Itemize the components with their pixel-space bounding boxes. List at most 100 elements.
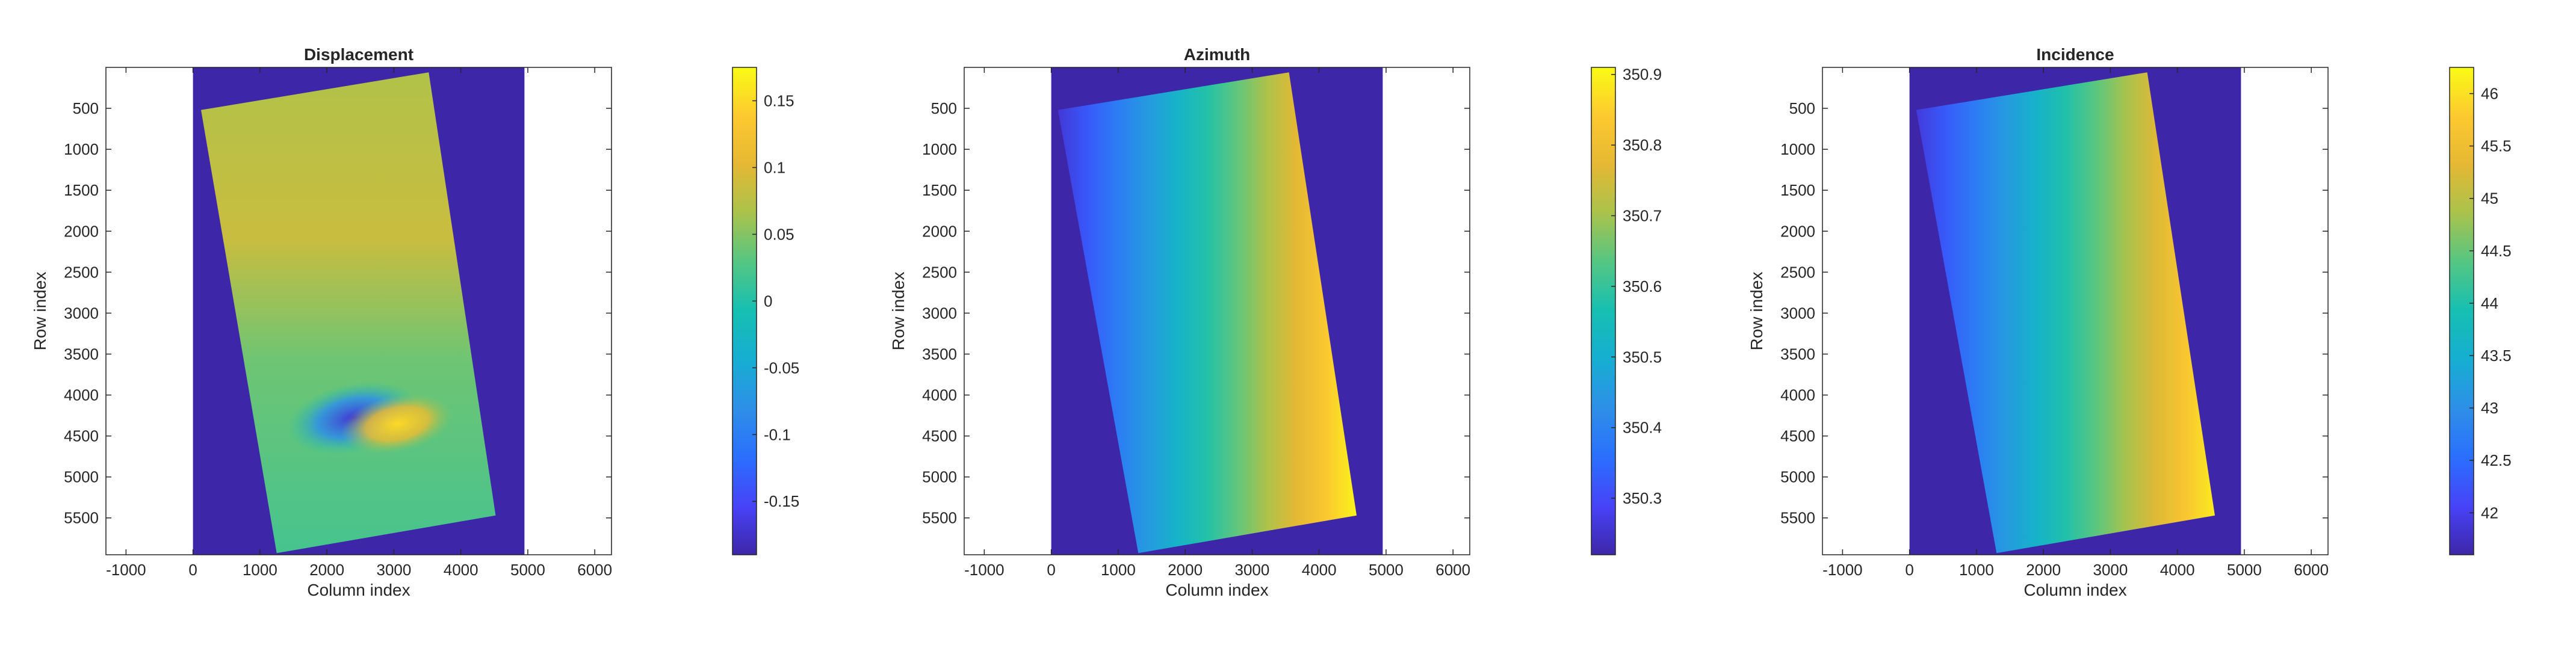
chart-title: Incidence xyxy=(2036,45,2114,64)
y-tick-label: 2000 xyxy=(1780,222,1815,240)
y-tick-label: 1500 xyxy=(1780,181,1815,199)
y-tick-label: 3500 xyxy=(922,345,957,363)
colorbar-tick-label: 44 xyxy=(2481,294,2498,312)
x-tick-label: -1000 xyxy=(106,561,146,579)
axes-box xyxy=(964,67,1470,555)
axes-box xyxy=(1822,67,2329,555)
x-tick-label: 3000 xyxy=(376,561,411,579)
colorbar-tick-label: 0.05 xyxy=(764,225,794,243)
x-tick-label: 3000 xyxy=(1234,561,1269,579)
y-tick-label: 1000 xyxy=(922,140,957,158)
colorbar xyxy=(2449,67,2474,555)
colorbar xyxy=(1591,67,1616,555)
y-axis-label: Row index xyxy=(31,272,49,351)
y-tick-label: 5500 xyxy=(64,509,99,527)
colorbar-tick-label: 350.9 xyxy=(1623,66,1662,84)
y-tick-label: 3500 xyxy=(1780,345,1815,363)
chart-title: Displacement xyxy=(304,45,413,64)
x-axis-label: Column index xyxy=(1165,581,1268,599)
y-tick-label: 5000 xyxy=(1780,468,1815,486)
x-tick-label: 4000 xyxy=(444,561,478,579)
y-tick-label: 2500 xyxy=(64,263,99,281)
y-tick-label: 3000 xyxy=(922,304,957,322)
y-tick-label: 2500 xyxy=(1780,263,1815,281)
y-tick-label: 4000 xyxy=(922,386,957,404)
x-tick-label: -1000 xyxy=(1822,561,1863,579)
y-tick-label: 5000 xyxy=(922,468,957,486)
x-tick-label: 0 xyxy=(188,561,197,579)
x-tick-label: 2000 xyxy=(309,561,344,579)
colorbar-tick-label: 350.6 xyxy=(1623,277,1662,295)
colorbar-tick-label: 45.5 xyxy=(2481,137,2512,155)
y-tick-label: 3000 xyxy=(64,304,99,322)
colorbar-tick-label: 350.8 xyxy=(1623,136,1662,154)
y-tick-label: 4500 xyxy=(1780,427,1815,445)
colorbar-tick-label: 0 xyxy=(764,292,772,310)
x-tick-label: 1000 xyxy=(1959,561,1994,579)
y-tick-label: 3000 xyxy=(1780,304,1815,322)
x-tick-label: 0 xyxy=(1047,561,1055,579)
data-footprint xyxy=(1916,72,2215,554)
y-tick-label: 500 xyxy=(73,99,99,117)
colorbar-tick-label: 42.5 xyxy=(2481,451,2512,469)
x-tick-label: 6000 xyxy=(577,561,612,579)
y-tick-label: 3500 xyxy=(64,345,99,363)
panel-azimuth: -1000 0 1000 2000 3000 4000 5000 6000 500 1000 150… xyxy=(889,45,1662,599)
colorbar-tick-label: -0.05 xyxy=(764,359,799,377)
x-tick-label: 5000 xyxy=(510,561,545,579)
y-tick-label: 4000 xyxy=(1780,386,1815,404)
y-tick-label: 1000 xyxy=(64,140,99,158)
y-tick-label: 5500 xyxy=(1780,509,1815,527)
y-tick-label: 5000 xyxy=(64,468,99,486)
y-tick-label: 5500 xyxy=(922,509,957,527)
colorbar-tick-label: 44.5 xyxy=(2481,242,2512,260)
x-tick-label: 4000 xyxy=(1302,561,1337,579)
data-footprint xyxy=(1057,72,1357,554)
x-axis-label: Column index xyxy=(307,581,410,599)
image-area xyxy=(1051,67,1383,555)
y-tick-label: 4500 xyxy=(922,427,957,445)
y-tick-label: 4500 xyxy=(64,427,99,445)
colorbar-tick-label: 350.3 xyxy=(1623,489,1662,507)
colorbar-tick-label: 350.5 xyxy=(1623,348,1662,366)
y-tick-label: 4000 xyxy=(64,386,99,404)
y-tick-label: 500 xyxy=(1789,99,1815,117)
image-area xyxy=(1909,67,2241,555)
colorbar-tick-label: 0.1 xyxy=(764,158,785,176)
colorbar-tick-label: 43 xyxy=(2481,399,2498,417)
colorbar-tick-label: -0.15 xyxy=(764,492,799,510)
colorbar-tick-label: 350.7 xyxy=(1623,207,1662,225)
x-tick-label: 1000 xyxy=(1101,561,1136,579)
colorbar-tick-label: 0.15 xyxy=(764,91,794,110)
x-tick-label: 5000 xyxy=(2227,561,2262,579)
y-tick-label: 500 xyxy=(931,99,957,117)
x-tick-label: 3000 xyxy=(2093,561,2128,579)
x-tick-label: 5000 xyxy=(1369,561,1404,579)
displacement-field xyxy=(201,72,496,554)
y-tick-label: 2000 xyxy=(64,222,99,240)
panel-incidence: -1000 0 1000 2000 3000 4000 5000 6000 500 1000 150… xyxy=(1747,45,2512,599)
colorbar-tick-label: 46 xyxy=(2481,85,2498,103)
colorbar-tick-label: 350.4 xyxy=(1623,419,1662,437)
positive-lobe xyxy=(341,393,454,454)
x-tick-label: 6000 xyxy=(2294,561,2329,579)
x-tick-label: 2000 xyxy=(2026,561,2061,579)
y-axis-label: Row index xyxy=(889,272,908,351)
y-axis-label: Row index xyxy=(1747,272,1766,351)
x-tick-label: 4000 xyxy=(2160,561,2195,579)
y-tick-label: 1500 xyxy=(64,181,99,199)
image-area xyxy=(193,67,525,555)
colorbar-tick-label: 42 xyxy=(2481,504,2498,522)
axes-box xyxy=(105,67,612,555)
x-tick-label: 1000 xyxy=(243,561,277,579)
x-tick-label: -1000 xyxy=(964,561,1005,579)
x-axis-label: Column index xyxy=(2023,581,2126,599)
colorbar xyxy=(732,67,757,555)
colorbar-tick-label: 43.5 xyxy=(2481,347,2512,365)
colorbar-tick-label: 45 xyxy=(2481,190,2498,208)
y-tick-label: 2000 xyxy=(922,222,957,240)
x-tick-label: 0 xyxy=(1905,561,1913,579)
panel-displacement: -1000 0 1000 2000 3000 4000 5000 6000 500 1000 150… xyxy=(31,45,799,599)
x-tick-label: 6000 xyxy=(1435,561,1470,579)
